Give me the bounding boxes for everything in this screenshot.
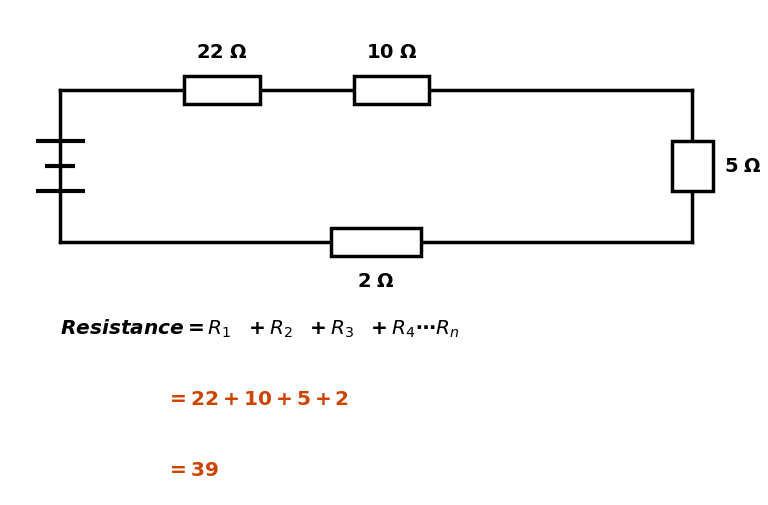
Bar: [331, 229, 422, 257]
Text: $\mathbf{22\ \Omega}$: $\mathbf{22\ \Omega}$: [197, 43, 248, 62]
Text: $\boldsymbol{= 39}$: $\boldsymbol{= 39}$: [166, 460, 219, 479]
Text: $\boldsymbol{Resistance = R_1\ \ + R_2\ \ + R_3\ \ + R_4 \cdots R_n}$: $\boldsymbol{Resistance = R_1\ \ + R_2\ …: [60, 317, 459, 339]
Bar: [671, 141, 713, 192]
Text: $\mathbf{5\ \Omega}$: $\mathbf{5\ \Omega}$: [724, 157, 762, 176]
Bar: [353, 77, 429, 105]
Text: $\mathbf{10\ \Omega}$: $\mathbf{10\ \Omega}$: [366, 43, 417, 62]
Text: $\mathbf{2\ \Omega}$: $\mathbf{2\ \Omega}$: [357, 272, 396, 290]
Bar: [184, 77, 260, 105]
Text: $\boldsymbol{= 22 + 10 + 5 + 2}$: $\boldsymbol{= 22 + 10 + 5 + 2}$: [166, 389, 349, 409]
